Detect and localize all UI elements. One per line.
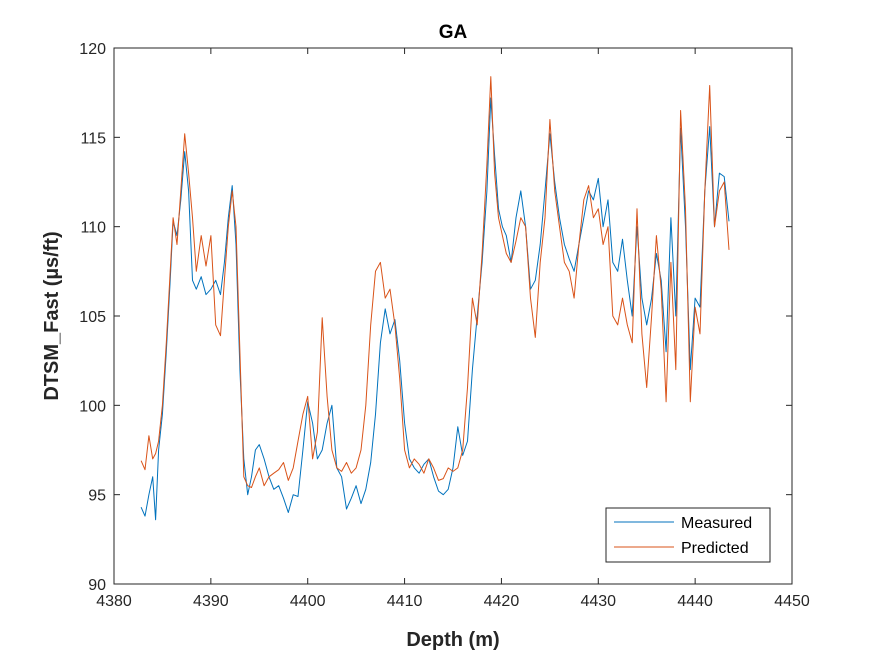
x-tick-label: 4400: [290, 593, 326, 610]
y-tick-label: 115: [80, 130, 106, 147]
series-line-predicted: [140, 76, 730, 488]
x-tick-label: 4440: [677, 593, 713, 610]
legend-box: [605, 507, 771, 563]
series-layer: [140, 76, 730, 521]
legend-label-measured: Measured: [681, 515, 752, 532]
x-tick-label: 4380: [96, 593, 132, 610]
y-tick-label: 90: [88, 577, 106, 594]
y-tick-label: 110: [80, 220, 106, 237]
y-tick-label: 120: [79, 41, 106, 58]
plot-area: [113, 47, 793, 585]
legend: Measured Predicted: [605, 507, 771, 563]
y-tick-label: 105: [79, 309, 106, 326]
y-axis-label: DTSM_Fast (µs/ft): [41, 231, 63, 400]
y-tick-label: 95: [88, 488, 106, 505]
chart-title: GA: [439, 22, 468, 43]
x-tick-label: 4390: [193, 593, 229, 610]
x-tick-label: 4430: [580, 593, 616, 610]
x-tick-label: 4420: [484, 593, 520, 610]
plot-frame: [113, 47, 793, 585]
legend-label-predicted: Predicted: [681, 540, 749, 557]
x-tick-label: 4410: [387, 593, 423, 610]
y-tick-label: 100: [79, 398, 106, 415]
x-axis: 4380 4390 4400 4410 4420 4430 4440 4450: [96, 48, 810, 610]
y-axis: 90 95 100 105 110 115 120: [79, 41, 792, 594]
x-tick-label: 4450: [774, 593, 810, 610]
series-line-measured: [140, 97, 730, 521]
x-axis-label: Depth (m): [406, 629, 499, 651]
